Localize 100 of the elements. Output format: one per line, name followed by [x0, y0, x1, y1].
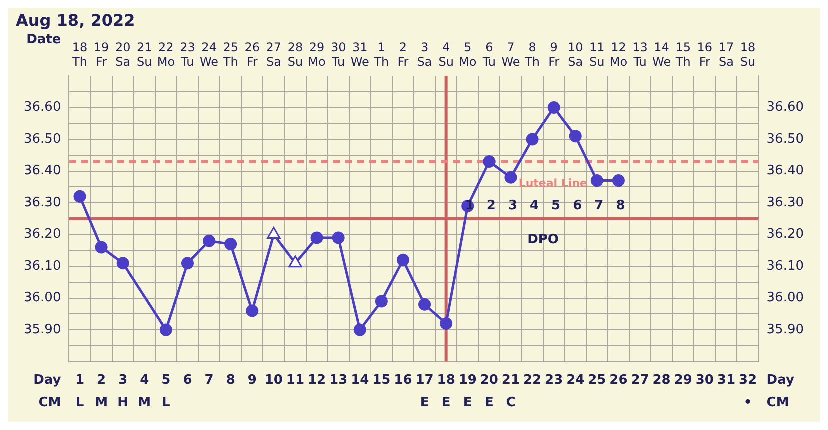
x2-tick-label: 15 Th: [674, 40, 692, 69]
x-tick-label: 19 E: [458, 373, 477, 410]
point: [590, 174, 604, 188]
x-tick-label: 31: [717, 373, 736, 388]
x2-tick-label: 19 Fr: [94, 40, 110, 69]
point: [396, 254, 410, 266]
x-tick-label: 27: [631, 373, 650, 388]
x-tick-label: 17 E: [416, 373, 434, 410]
y-tick-label: 35.90: [24, 322, 62, 338]
x-tick-label: 30: [696, 373, 714, 388]
point: [203, 234, 216, 248]
point: [181, 257, 194, 270]
annotation: 1: [465, 198, 474, 214]
x-tick-label: 21 C: [502, 373, 520, 410]
y2-tick-label: 36.20: [766, 227, 804, 242]
x2-tick-label: 1 Th: [373, 40, 390, 69]
y2-tick-label: 36.50: [766, 132, 804, 147]
x2-tick-label: 26 Fr: [244, 40, 260, 69]
y-tick-label: 36.30: [24, 195, 62, 210]
x-tick-label: 24: [566, 373, 585, 388]
point: [160, 324, 172, 336]
y2-tick-label: 36.60: [766, 100, 804, 116]
x2-tick-label: 12 Mo: [610, 40, 628, 69]
chart-title: Aug 18, 2022: [16, 10, 136, 30]
x-tick-label: 18 E: [437, 373, 456, 410]
x-tick-label: 3 H: [118, 373, 129, 410]
x2-tick-label: 22 Mo: [157, 40, 176, 69]
y-tick-label: 36.10: [24, 258, 62, 274]
x2-tick-label: 4 Su: [438, 40, 454, 69]
x-tick-label: 1 L: [75, 373, 85, 410]
point: [526, 133, 539, 146]
annotation: 7: [594, 198, 604, 214]
text: Day: [34, 373, 62, 388]
x2-tick-label: 24 We: [200, 40, 219, 69]
x-tick-label: 20 E: [480, 373, 498, 410]
x-tick-label: 12: [308, 373, 326, 388]
point: [483, 155, 496, 168]
y-tick-label: 36.20: [24, 227, 62, 242]
y2-tick-label: 35.90: [766, 322, 804, 338]
point: [548, 102, 560, 114]
x2-tick-label: 18 Th: [72, 40, 88, 69]
x-tick-label: 9: [248, 373, 257, 388]
annotation: 6: [573, 198, 582, 214]
y2-tick-label: 36.30: [766, 195, 804, 210]
point: [74, 190, 86, 203]
x-axis-title: Day: [766, 373, 795, 388]
x2-tick-label: 23 Tu: [180, 40, 196, 69]
y-tick-label: 36.50: [24, 132, 62, 147]
x-tick-label: 25: [588, 373, 606, 388]
x2-tick-label: 29 Mo: [308, 40, 326, 69]
x2-tick-label: 16 Fr: [697, 40, 713, 69]
point: [224, 238, 238, 251]
x2-tick-label: 5 Mo: [459, 40, 477, 69]
x-tick-label: 4 M: [138, 373, 152, 410]
x-tick-label: 11: [286, 373, 305, 388]
x-tick-label: 2 M: [95, 373, 108, 410]
x-tick-label: 7: [204, 373, 214, 388]
x-tick-label: 28: [652, 373, 671, 388]
x-tick-label: 8: [226, 373, 236, 388]
point: [354, 324, 366, 336]
annotation: 3: [508, 198, 518, 214]
x2-tick-label: 31 We: [350, 40, 370, 69]
x2-tick-label: 8 Th: [524, 40, 540, 69]
text: CM: [38, 395, 62, 410]
y2-tick-label: 36.40: [766, 164, 804, 179]
point: [504, 171, 518, 184]
x2-tick-label: 6 Tu: [482, 40, 496, 69]
point: [418, 298, 432, 311]
x2-tick-label: 21 Su: [136, 40, 152, 69]
point: [332, 232, 345, 244]
x-tick-label: 5 L: [162, 373, 171, 410]
point: [569, 130, 582, 143]
annotation: 2: [486, 198, 496, 214]
x-tick-label: 22: [523, 373, 542, 388]
point: [95, 241, 108, 254]
annotation: 8: [616, 198, 626, 214]
x-tick-label: 23: [545, 373, 564, 388]
x2-axis-title: Date: [26, 32, 62, 48]
annotation: DPO: [528, 232, 559, 248]
y2-tick-label: 36.10: [766, 258, 804, 274]
point: [116, 257, 130, 270]
x2-tick-label: 17 Sa: [718, 40, 734, 69]
x-tick-label: 6: [183, 373, 192, 388]
x-tick-label: 26: [610, 373, 628, 388]
x-tick-label: 14: [351, 373, 370, 388]
x2-tick-label: 7 We: [502, 40, 520, 69]
point: [310, 232, 324, 244]
x2-tick-label: 27 Sa: [266, 40, 282, 69]
x2-tick-label: 2 Fr: [398, 40, 409, 69]
x-tick-label: 32 •: [738, 373, 758, 410]
y-tick-label: 36.00: [24, 290, 62, 306]
text: CM: [766, 395, 790, 410]
point: [440, 317, 453, 330]
x2-tick-label: 10 Sa: [568, 40, 584, 69]
x-tick-label: 29: [674, 373, 692, 388]
x2-tick-label: 9 Fr: [548, 40, 560, 69]
x2-tick-label: 30 Tu: [330, 40, 346, 69]
x2-tick-label: 11 Su: [590, 40, 605, 69]
x2-tick-label: 13 Tu: [632, 40, 648, 69]
x2-tick-label: 18 Su: [740, 40, 756, 69]
